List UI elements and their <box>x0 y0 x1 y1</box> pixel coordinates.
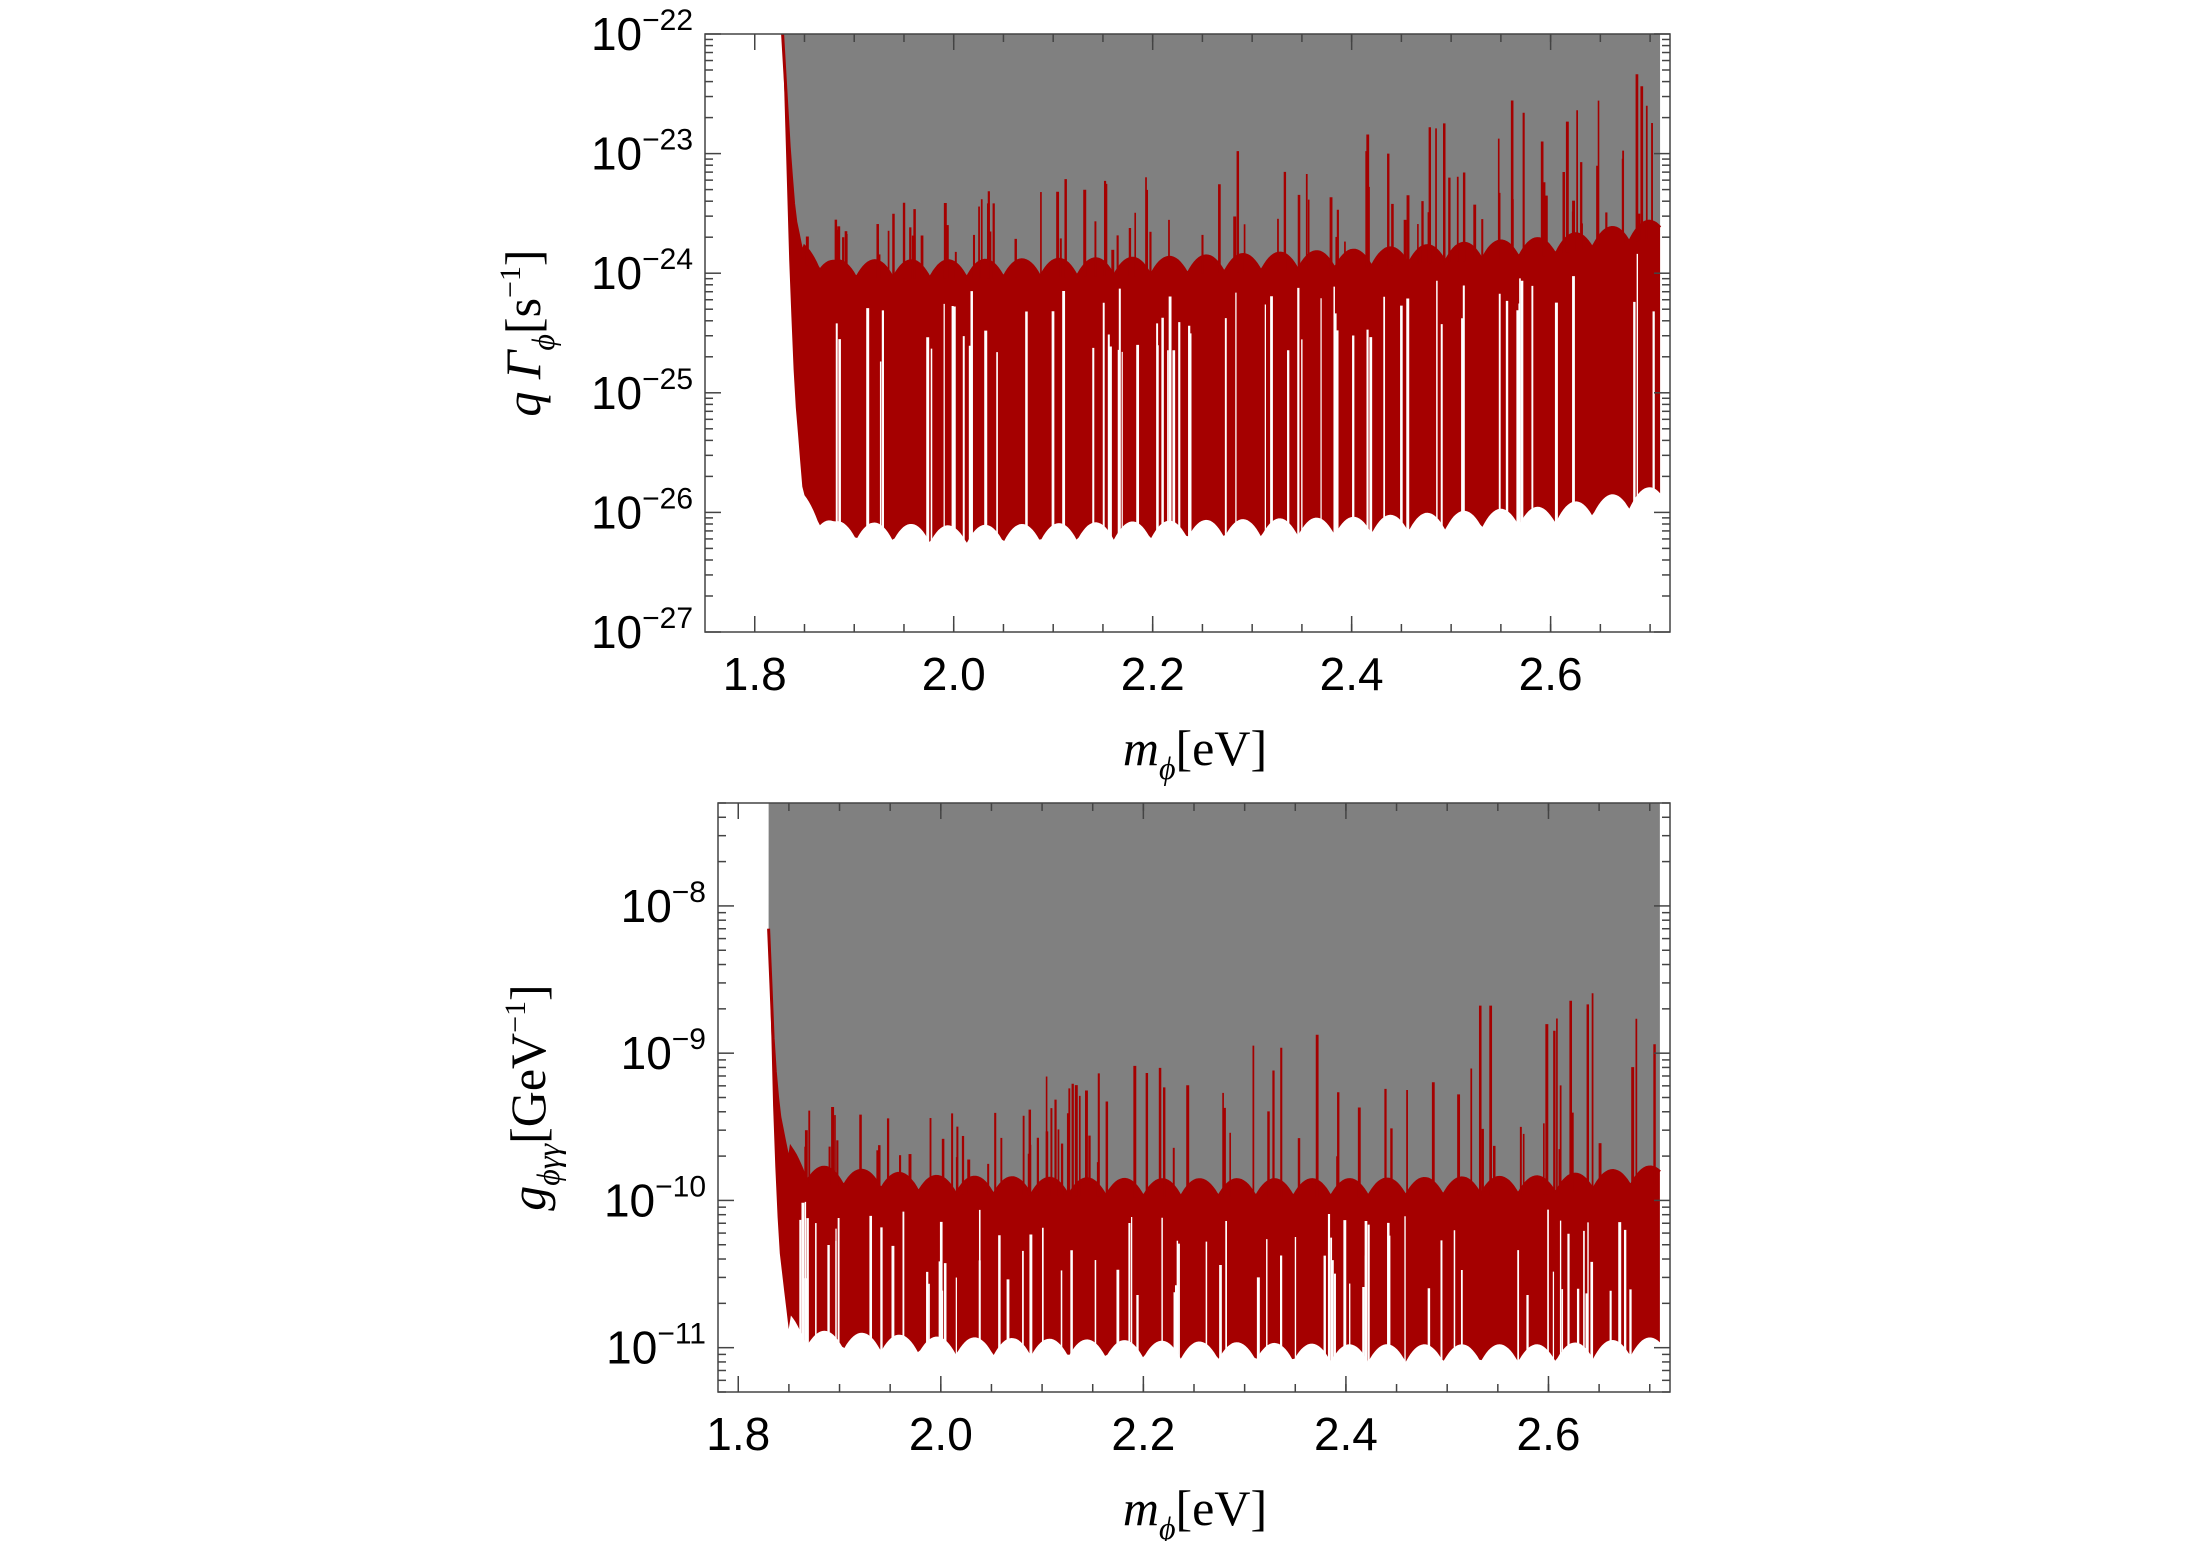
constraint-band <box>768 928 1660 1362</box>
constraint-band <box>782 34 1661 543</box>
axes-frame <box>704 33 1671 633</box>
x-axis-label-bottom: mϕ[eV] <box>1123 1480 1267 1541</box>
y-tick-label: 10−27 <box>591 602 693 658</box>
x-tick-label: 2.2 <box>1121 648 1185 700</box>
svg-text:gϕγγ[GeV−1]: gϕγγ[GeV−1] <box>499 984 566 1210</box>
band-upper-edge <box>781 34 1662 282</box>
spike-lines <box>799 993 1656 1364</box>
panel-bottom: 10−11 10−10 10−9 10−8 1.8 2.0 2.2 2.4 2.6 mϕ[eV… <box>499 802 1671 1541</box>
y-tick-label: 10−11 <box>606 1318 706 1374</box>
x-tick-label: 2.4 <box>1320 648 1384 700</box>
excluded-region <box>768 803 1660 1198</box>
spike-lines <box>805 74 1655 546</box>
x-tick-label: 2.0 <box>922 648 986 700</box>
x-tick-label: 2.6 <box>1516 1408 1580 1460</box>
x-tick-labels-top: 1.8 2.0 2.2 2.4 2.6 <box>723 648 1583 700</box>
y-axis-label-bottom: gϕγγ[GeV−1] <box>499 984 566 1210</box>
y-tick-label: 10−8 <box>621 876 706 932</box>
x-tick-label: 2.6 <box>1519 648 1583 700</box>
x-tick-label: 2.2 <box>1111 1408 1175 1460</box>
x-tick-label: 1.8 <box>706 1408 770 1460</box>
x-tick-label: 2.0 <box>909 1408 973 1460</box>
panel-top: 10−27 10−26 10−25 10−24 10−23 10−22 1.8 2.0 2.2… <box>494 4 1671 786</box>
band-upper-edge <box>767 928 1661 1201</box>
y-tick-label: 10−25 <box>591 363 693 419</box>
x-axis-label-top: mϕ[eV] <box>1123 720 1267 786</box>
axes-top <box>704 33 1671 633</box>
y-axis-label-top: q Γϕ[s−1] <box>494 249 561 416</box>
plot-area-top <box>781 34 1662 546</box>
x-tick-label: 1.8 <box>723 648 787 700</box>
excluded-region <box>782 34 1661 279</box>
y-tick-labels-bottom: 10−11 10−10 10−9 10−8 <box>604 876 706 1374</box>
plot-area-bottom <box>767 803 1661 1364</box>
y-tick-labels-top: 10−27 10−26 10−25 10−24 10−23 10−22 <box>591 4 693 658</box>
y-tick-label: 10−23 <box>591 124 693 180</box>
y-tick-label: 10−24 <box>591 243 693 299</box>
y-tick-label: 10−10 <box>604 1170 706 1226</box>
y-tick-label: 10−9 <box>621 1023 706 1079</box>
axes-bottom <box>717 802 1671 1393</box>
x-tick-label: 2.4 <box>1314 1408 1378 1460</box>
x-tick-labels-bottom: 1.8 2.0 2.2 2.4 2.6 <box>706 1408 1580 1460</box>
y-tick-label: 10−26 <box>591 482 693 538</box>
svg-text:q Γϕ[s−1]: q Γϕ[s−1] <box>494 249 561 416</box>
y-tick-label: 10−22 <box>591 4 693 60</box>
